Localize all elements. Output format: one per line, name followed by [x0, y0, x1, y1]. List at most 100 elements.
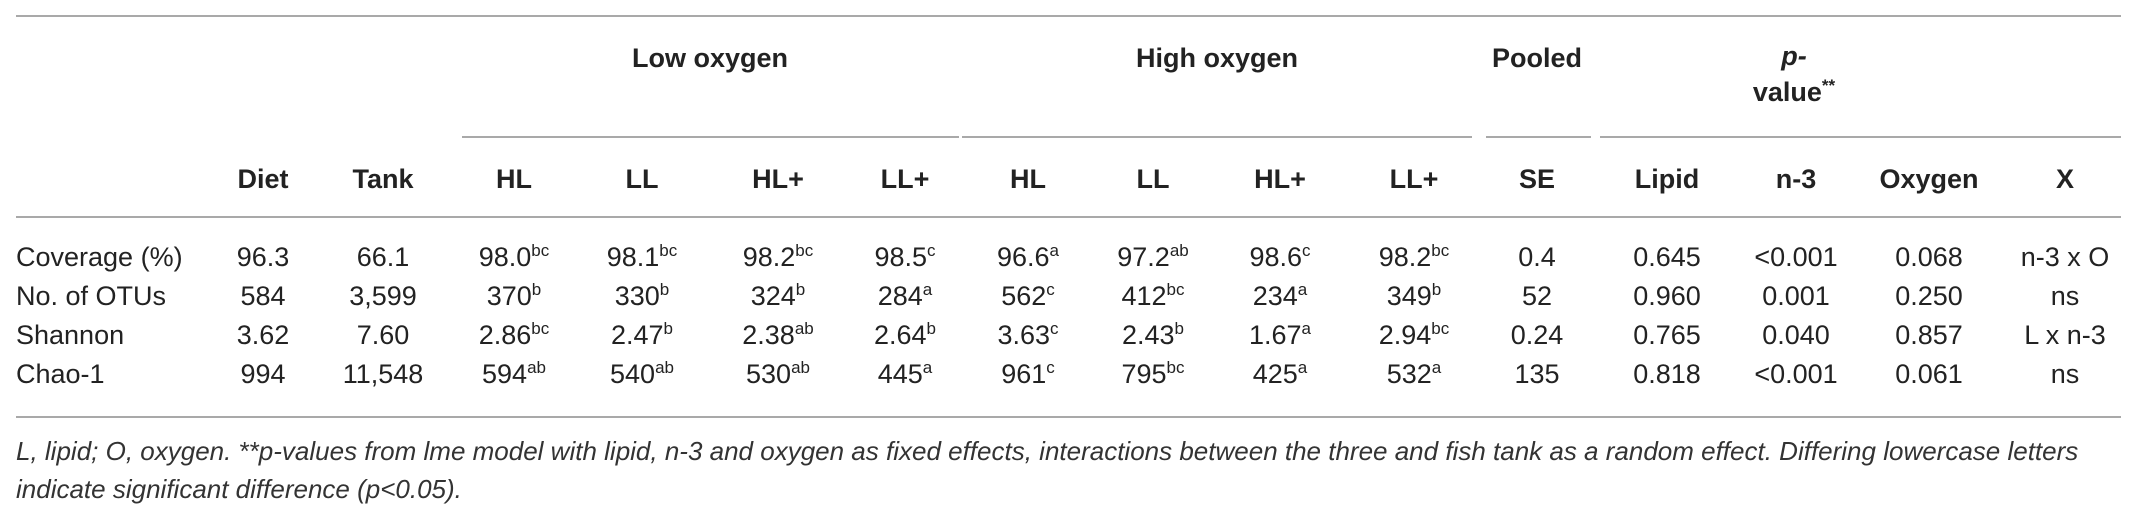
- cell-value: 98.1: [606, 242, 660, 272]
- cell-value: <0.001: [1754, 242, 1838, 272]
- table-cell: 324b: [751, 280, 806, 312]
- significance-letter: a: [922, 358, 933, 377]
- row-label: Coverage (%): [16, 242, 183, 272]
- significance-letter: bc: [531, 319, 550, 338]
- significance-letter: ab: [794, 319, 814, 338]
- table-cell: ns: [2051, 358, 2080, 390]
- significance-letter: b: [663, 319, 674, 338]
- cell-value: n-3 x O: [2020, 242, 2110, 272]
- cell-value: 66.1: [356, 242, 410, 272]
- cell-value: 135: [1514, 359, 1560, 389]
- col-header: LL+: [1389, 164, 1439, 194]
- cell-value: 96.6: [996, 242, 1050, 272]
- significance-letter: b: [795, 280, 806, 299]
- col-header: HL: [496, 164, 532, 194]
- group-high-oxygen: High oxygen: [1135, 43, 1299, 73]
- cell-value: 795: [1121, 359, 1167, 389]
- col-header: HL+: [752, 164, 804, 194]
- significance-letter: ab: [791, 358, 810, 377]
- cell-value: 994: [240, 359, 286, 389]
- table-cell: n-3 x O: [2021, 241, 2110, 273]
- significance-letter: a: [1297, 358, 1308, 377]
- col-header: SE: [1518, 164, 1556, 194]
- cell-value: 2.43: [1121, 320, 1175, 350]
- table-cell: 3.63c: [997, 319, 1058, 351]
- table-cell: 425a: [1253, 358, 1308, 390]
- cell-value: 594: [482, 359, 528, 389]
- table-cell: 97.2ab: [1117, 241, 1188, 273]
- table-cell: 0.645: [1633, 241, 1701, 273]
- p-letter: p-: [1781, 41, 1807, 71]
- significance-letter: bc: [1166, 280, 1185, 299]
- cell-value: 7.60: [356, 320, 410, 350]
- low-oxygen-underline: [462, 136, 959, 138]
- table-cell: L x n-3: [2024, 319, 2106, 351]
- significance-letter: a: [1049, 241, 1060, 260]
- table-cell: 2.86bc: [479, 319, 550, 351]
- cell-value: 370: [486, 281, 532, 311]
- cell-value: 98.0: [478, 242, 532, 272]
- cell-value: 234: [1252, 281, 1298, 311]
- table-cell: 2.38ab: [742, 319, 813, 351]
- table-cell: 11,548: [343, 358, 424, 390]
- table-cell: 0.068: [1895, 241, 1963, 273]
- table-cell: <0.001: [1754, 241, 1837, 273]
- significance-letter: a: [922, 280, 933, 299]
- cell-value: 540: [610, 359, 656, 389]
- table-footnote: L, lipid; O, oxygen. **p-values from lme…: [16, 436, 2079, 504]
- table-cell: 96.3: [237, 241, 290, 273]
- significance-letter: a: [1431, 358, 1442, 377]
- cell-value: 0.765: [1633, 320, 1701, 350]
- significance-letter: b: [1174, 319, 1185, 338]
- table-cell: 0.040: [1762, 319, 1830, 351]
- table-cell: 1.67a: [1249, 319, 1311, 351]
- table-cell: 330b: [615, 280, 670, 312]
- table-cell: 52: [1522, 280, 1552, 312]
- table-cell: <0.001: [1754, 358, 1837, 390]
- col-header: Tank: [352, 164, 414, 194]
- cell-value: 330: [614, 281, 660, 311]
- cell-value: 2.38: [742, 320, 795, 350]
- table-cell: 961c: [1001, 358, 1055, 390]
- cell-value: 0.061: [1895, 359, 1963, 389]
- cell-value: 0.040: [1762, 320, 1830, 350]
- cell-value: 0.960: [1633, 281, 1701, 311]
- table-cell: 2.64b: [874, 319, 936, 351]
- cell-value: 530: [746, 359, 792, 389]
- col-header: Diet: [237, 164, 289, 194]
- table-cell: 96.6a: [997, 241, 1059, 273]
- table-cell: 2.47b: [611, 319, 673, 351]
- significance-letter: b: [926, 319, 937, 338]
- significance-letter: c: [1302, 241, 1311, 260]
- table-cell: 0.001: [1762, 280, 1830, 312]
- table-cell: 284a: [878, 280, 933, 312]
- cell-value: 0.645: [1633, 242, 1701, 272]
- double-asterisk: **: [1821, 76, 1836, 95]
- significance-letter: c: [1046, 358, 1055, 377]
- table-cell: 532a: [1387, 358, 1442, 390]
- table-cell: 2.94bc: [1379, 319, 1450, 351]
- cell-value: 96.3: [236, 242, 290, 272]
- top-rule: [16, 15, 2121, 17]
- cell-value: 3.62: [236, 320, 290, 350]
- cell-value: 97.2: [1117, 242, 1170, 272]
- table-cell: 0.818: [1633, 358, 1701, 390]
- cell-value: 562: [1001, 281, 1047, 311]
- high-oxygen-underline: [962, 136, 1472, 138]
- col-header: X: [2055, 164, 2075, 194]
- table-cell: 98.0bc: [479, 241, 550, 273]
- cell-value: 0.001: [1762, 281, 1830, 311]
- cell-value: 0.250: [1895, 281, 1963, 311]
- cell-value: 3.63: [997, 320, 1051, 350]
- group-pooled: Pooled: [1491, 43, 1583, 73]
- cell-value: 0.857: [1895, 320, 1963, 350]
- significance-letter: c: [1046, 280, 1055, 299]
- cell-value: 0.068: [1895, 242, 1963, 272]
- cell-value: 412: [1121, 281, 1167, 311]
- cell-value: 98.2: [1378, 242, 1432, 272]
- significance-letter: bc: [1431, 241, 1450, 260]
- significance-letter: b: [531, 280, 542, 299]
- pooled-underline: [1486, 136, 1591, 138]
- cell-value: 445: [877, 359, 923, 389]
- row-label: Chao-1: [16, 359, 105, 389]
